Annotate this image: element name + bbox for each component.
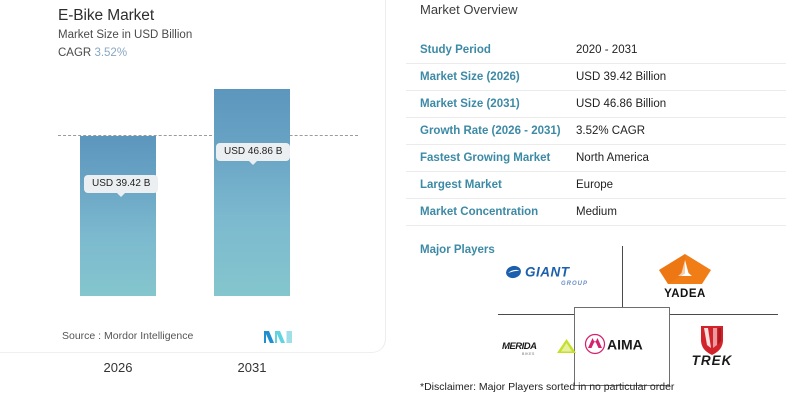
row-value: North America (576, 152, 649, 164)
row-value: 3.52% CAGR (576, 125, 646, 137)
bar-2026 (80, 136, 156, 296)
merida-logo: MERIDA BIKES (500, 336, 580, 360)
row-key: Market Size (2026) (420, 71, 520, 83)
bar-plot-area: USD 39.42 B USD 46.86 B 2026 2031 (0, 60, 386, 375)
table-row: Market Size (2026) USD 39.42 Billion (406, 64, 786, 91)
chart-cagr: CAGR 3.52% (58, 47, 127, 59)
row-key: Growth Rate (2026 - 2031) (420, 125, 561, 137)
giant-logo: GIANT GROUP (505, 262, 600, 292)
table-row: Largest Market Europe (406, 172, 786, 199)
data-label-2031: USD 46.86 B (216, 143, 291, 165)
reference-dashed-line (58, 135, 358, 136)
svg-text:TREK: TREK (692, 353, 733, 366)
row-key: Market Size (2031) (420, 98, 520, 110)
table-row: Growth Rate (2026 - 2031) 3.52% CAGR (406, 118, 786, 145)
cagr-value: 3.52% (94, 47, 128, 59)
overview-table: Study Period 2020 - 2031 Market Size (20… (406, 37, 786, 226)
row-key: Largest Market (420, 179, 502, 191)
row-value: Europe (576, 179, 614, 191)
table-row: Market Size (2031) USD 46.86 Billion (406, 91, 786, 118)
yadea-logo: YADEA (650, 251, 720, 300)
data-label-2026: USD 39.42 B (84, 175, 159, 197)
svg-text:MERIDA: MERIDA (502, 341, 537, 352)
row-key: Market Concentration (420, 206, 539, 218)
svg-text:YADEA: YADEA (664, 288, 706, 299)
svg-text:BIKES: BIKES (522, 352, 535, 356)
table-row: Study Period 2020 - 2031 (406, 37, 786, 64)
row-value: 2020 - 2031 (576, 44, 638, 56)
diagram-vertical-line (622, 246, 623, 314)
svg-text:GIANT: GIANT (525, 265, 571, 280)
x-axis-tick-2026: 2026 (103, 360, 133, 375)
row-key: Fastest Growing Market (420, 152, 551, 164)
major-players-title: Major Players (420, 244, 495, 256)
chart-source: Source : Mordor Intelligence (62, 330, 194, 342)
overview-title: Market Overview (420, 2, 518, 17)
chart-title: E-Bike Market (58, 7, 155, 24)
aima-logo: AIMA (582, 330, 664, 358)
chart-subtitle: Market Size in USD Billion (58, 29, 193, 41)
trek-logo: TREK (673, 324, 751, 368)
table-row: Fastest Growing Market North America (406, 145, 786, 172)
mordor-intelligence-logo (263, 329, 295, 344)
row-value: USD 39.42 Billion (576, 71, 667, 83)
cagr-label: CAGR (58, 47, 92, 59)
svg-text:AIMA: AIMA (607, 337, 643, 353)
table-row: Market Concentration Medium (406, 199, 786, 226)
row-value: Medium (576, 206, 617, 218)
x-axis-tick-2031: 2031 (237, 360, 267, 375)
row-key: Study Period (420, 44, 491, 56)
svg-text:GROUP: GROUP (561, 281, 588, 287)
bar-2031 (214, 89, 290, 296)
row-value: USD 46.86 Billion (576, 98, 667, 110)
players-disclaimer: *Disclaimer: Major Players sorted in no … (420, 381, 675, 393)
chart-card: E-Bike Market Market Size in USD Billion… (0, 0, 386, 375)
